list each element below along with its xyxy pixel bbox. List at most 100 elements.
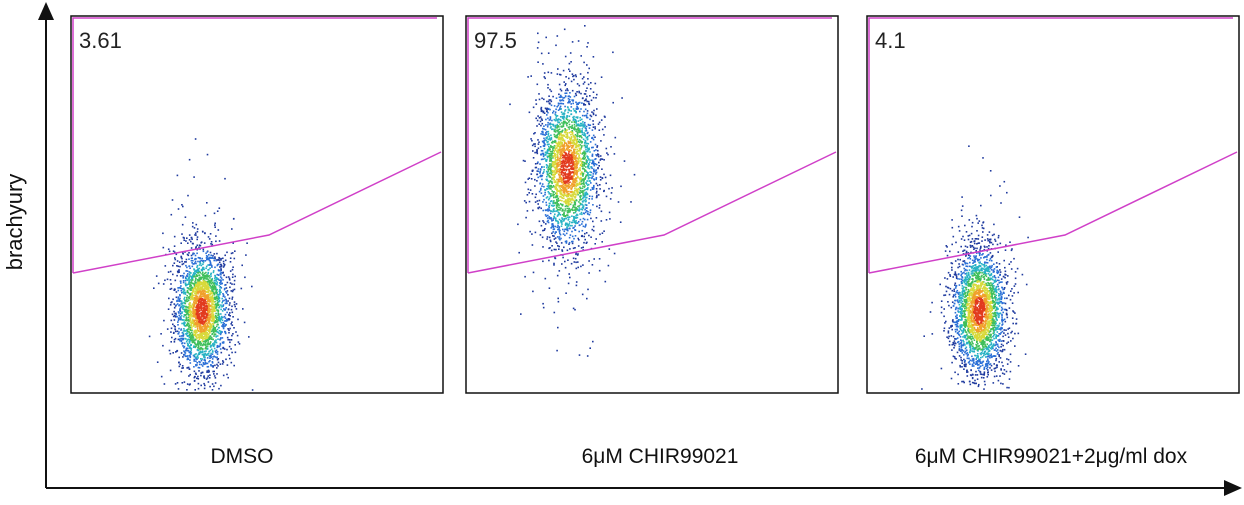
event-dot [534,201,537,203]
event-dot [562,125,565,128]
event-dot [559,160,562,163]
event-dot [567,187,570,189]
event-dot [180,335,183,337]
event-dot [203,294,206,296]
event-dot [242,308,244,310]
event-dot [575,171,577,173]
event-dot [207,288,209,291]
event-dot [192,315,195,318]
event-dot [221,363,224,365]
event-dot [563,189,566,192]
event-dot [569,137,571,140]
event-dot [218,316,220,319]
event-dot [548,186,550,189]
event-dot [548,143,550,146]
event-dot [183,322,185,325]
event-dot [197,387,200,390]
event-dot [555,184,558,186]
event-dot [579,196,582,199]
event-dot [550,193,552,195]
event-dot [532,290,534,293]
event-dot [210,280,213,282]
event-dot [563,197,565,200]
event-dot [186,347,189,350]
event-dot [212,300,214,302]
event-dot [550,90,553,93]
event-dot [579,119,582,121]
event-dot [216,210,219,212]
event-dot [573,149,575,152]
event-dot [589,171,591,173]
event-dot [160,375,163,378]
event-dot [196,271,198,273]
event-dot [553,130,556,133]
event-dot [222,323,224,326]
event-dot [188,320,190,322]
event-dot [563,81,565,83]
event-dot [554,114,557,116]
event-dot [186,349,189,352]
event-dot [573,129,576,131]
event-dot [550,134,552,137]
event-dot [588,198,591,200]
event-dot [197,304,200,307]
event-dot [214,303,217,306]
event-dot [206,336,208,339]
event-dot [204,353,206,356]
event-dot [545,124,547,126]
event-dot [581,200,584,203]
event-dot [583,99,586,102]
event-dot [554,157,557,160]
cell-events [509,25,636,357]
event-dot [578,147,581,150]
event-dot [548,165,551,167]
event-dot [543,125,545,127]
event-dot [576,83,579,85]
event-dot [551,178,553,180]
event-dot [578,156,581,159]
event-dot [587,42,589,44]
event-dot [570,198,573,200]
event-dot [562,139,564,142]
event-dot [541,183,544,185]
event-dot [199,288,201,291]
event-dot [198,308,200,311]
event-dot [200,328,203,330]
event-dot [580,208,582,210]
event-dot [564,260,566,263]
event-dot [562,69,565,72]
event-dot [563,147,565,150]
event-dot [573,220,576,223]
event-dot [168,250,171,253]
event-dot [548,209,551,212]
event-dot [584,224,587,227]
event-dot [196,331,198,334]
event-dot [566,132,569,134]
event-dot [200,241,202,244]
event-dot [200,346,202,349]
event-dot [561,184,564,187]
event-dot [182,277,184,279]
event-dot [192,322,194,324]
event-dot [194,299,197,301]
event-dot [550,156,552,159]
event-dot [221,341,224,344]
event-dot [580,183,582,186]
event-dot [219,276,222,278]
event-dot [182,345,184,347]
event-dot [230,323,232,325]
event-dot [205,287,207,289]
event-dot [573,142,576,144]
event-dot [206,327,209,329]
event-dot [224,317,227,319]
event-dot [185,347,188,350]
event-dot [532,106,535,109]
event-dot [213,301,215,303]
event-dot [178,312,180,314]
event-dot [548,168,551,170]
event-dot [571,198,574,200]
event-dot [183,351,186,353]
event-dot [564,223,567,226]
event-dot [198,284,201,286]
event-dot [215,278,218,281]
